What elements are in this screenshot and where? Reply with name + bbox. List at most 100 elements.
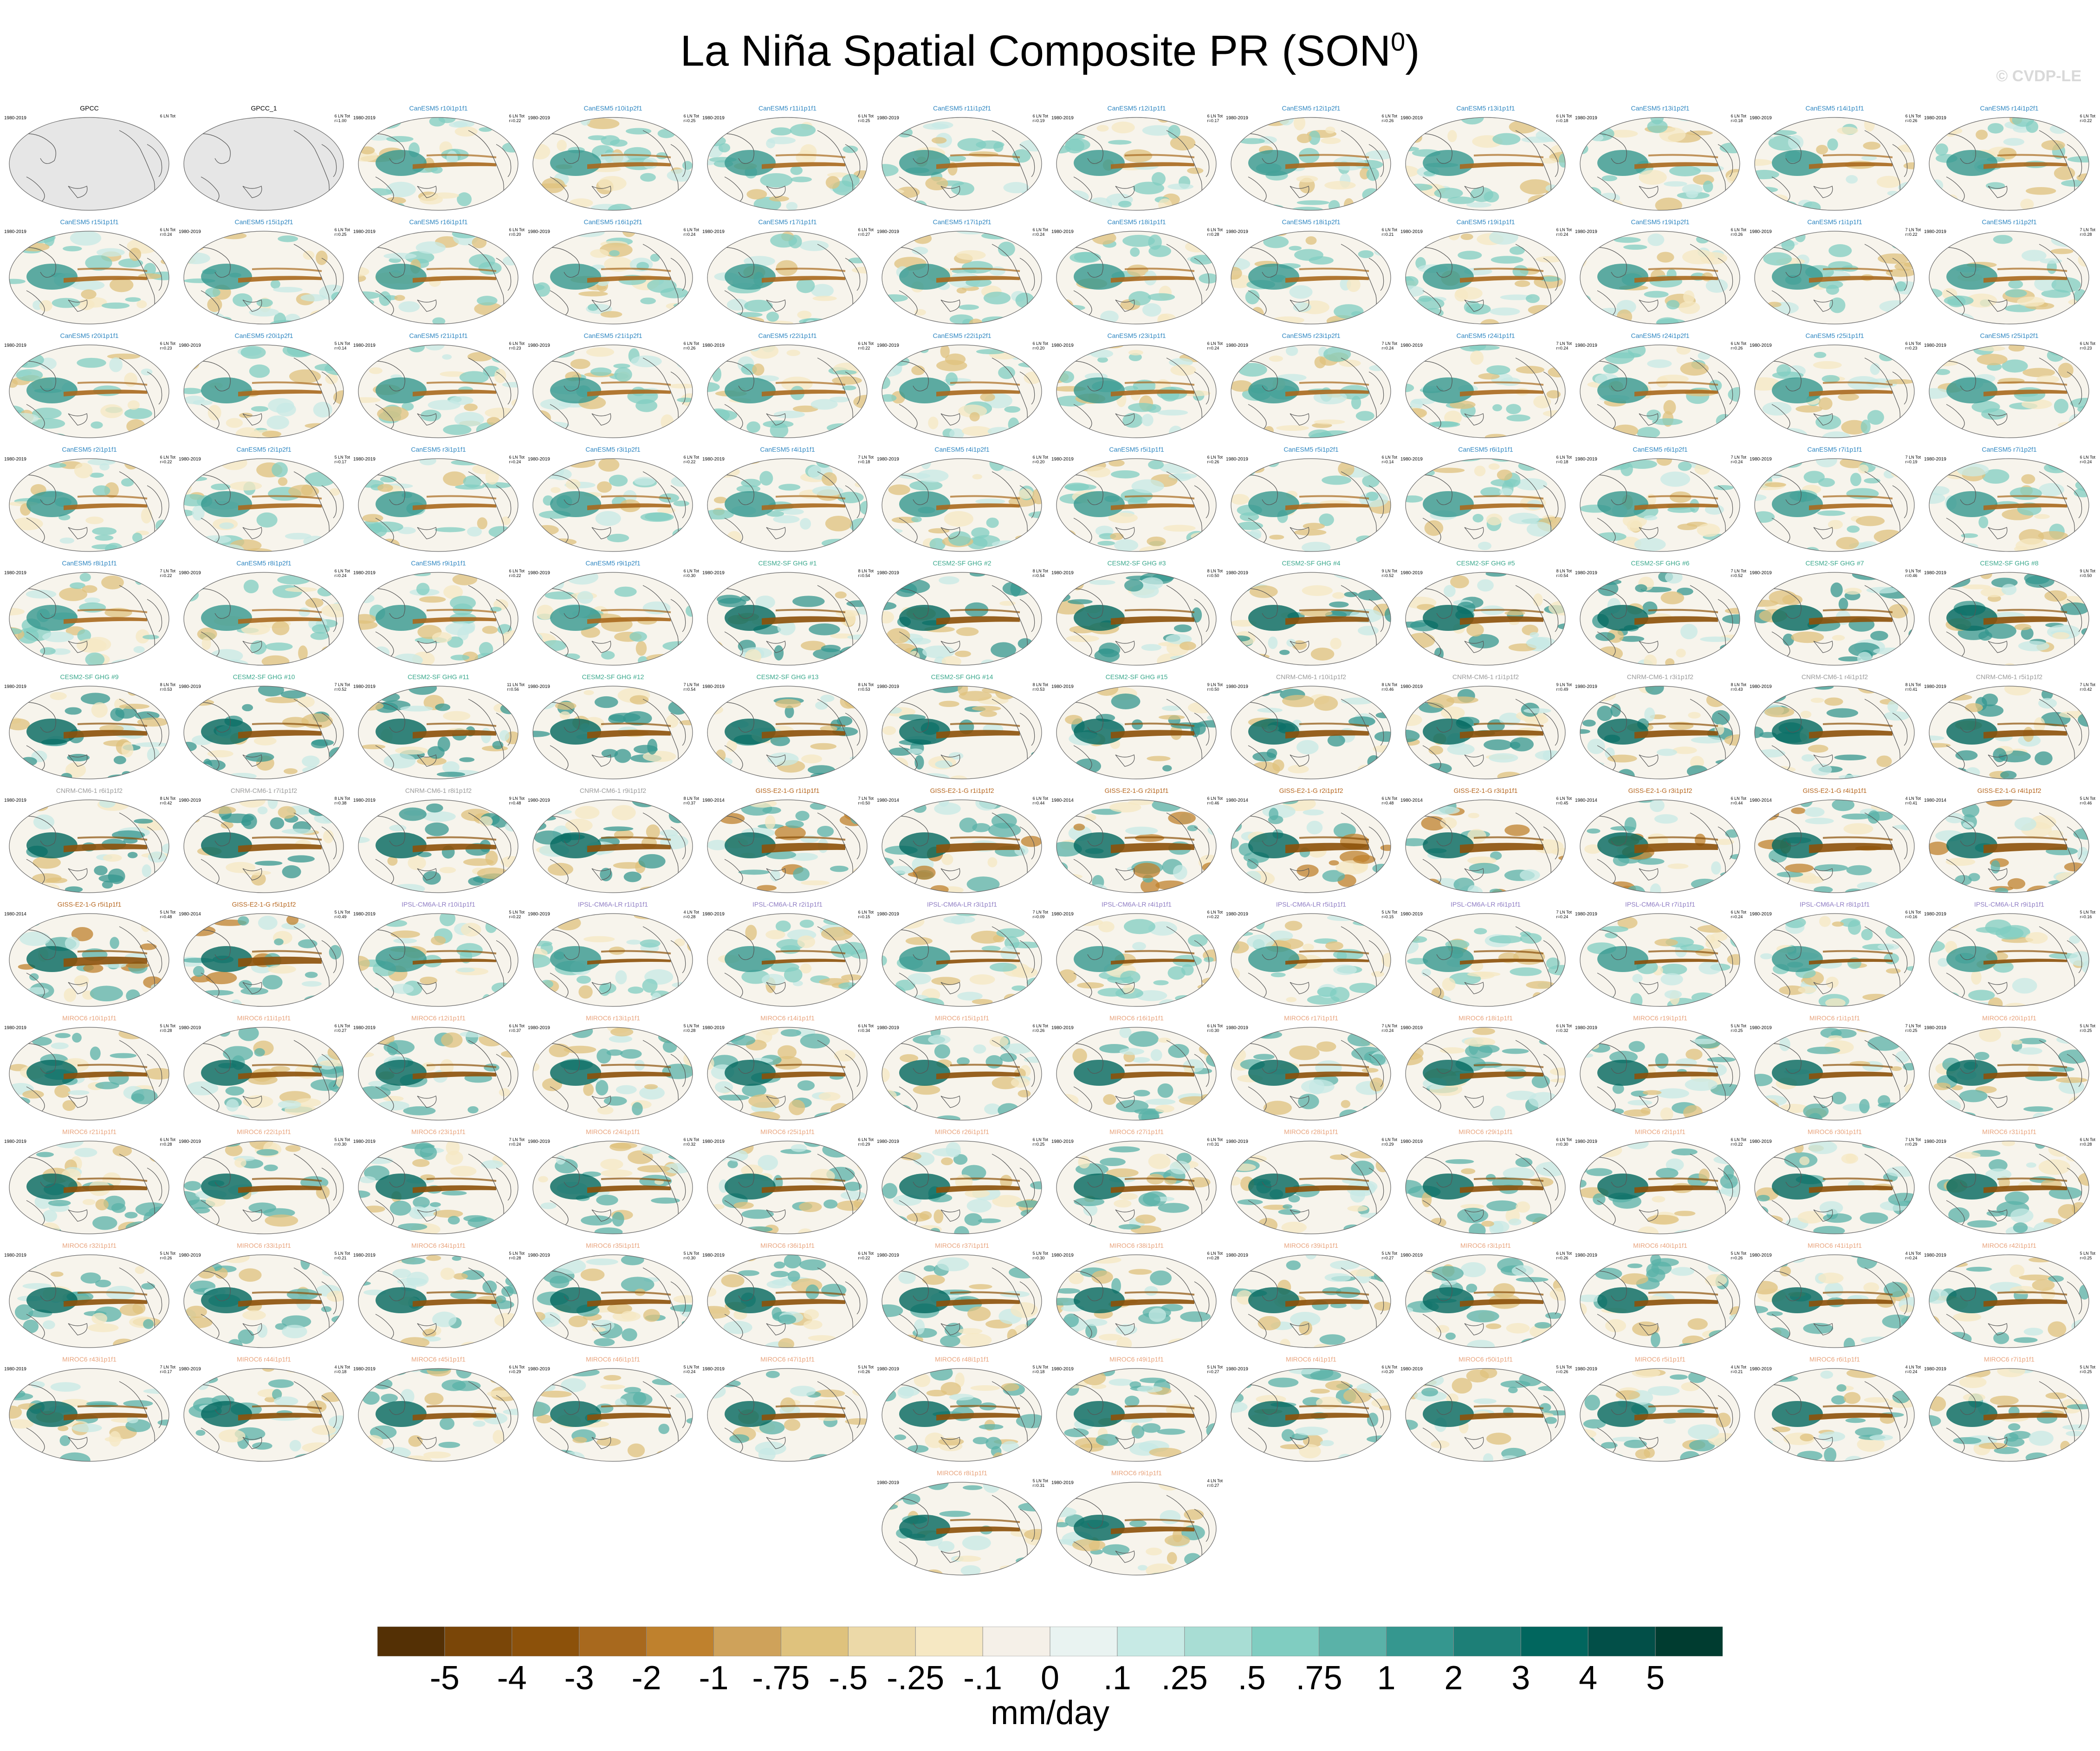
- precip-anomaly-patch: [730, 459, 760, 465]
- precip-anomaly-patch: [479, 816, 493, 827]
- precip-anomaly-patch: [1325, 126, 1335, 134]
- coastline: [191, 474, 231, 505]
- panel-years: 1980-2019: [1400, 343, 1423, 348]
- warm-pool-wet-anomaly: [26, 491, 78, 517]
- precip-anomaly-patch: [448, 122, 468, 128]
- panel-title: IPSL-CM6A-LR r10i1p1f1: [402, 901, 475, 908]
- equatorial-dry-anomaly-band: [587, 162, 671, 169]
- precip-anomaly-patch: [711, 459, 736, 469]
- precip-anomaly-patch: [422, 871, 441, 885]
- coastline: [670, 599, 686, 632]
- panel-title: CanESM5 r12i1p2f1: [1282, 104, 1341, 112]
- equatorial-dry-anomaly-band: [587, 843, 671, 852]
- precip-anomaly-patch: [124, 433, 142, 438]
- precip-anomaly-patch: [882, 231, 889, 245]
- warm-pool-wet-anomaly: [899, 491, 950, 517]
- precip-anomaly-patch: [918, 1002, 931, 1006]
- precip-anomaly-patch: [142, 864, 151, 877]
- precip-anomaly-patch: [644, 512, 672, 521]
- precip-anomaly-patch: [235, 427, 260, 438]
- precip-anomaly-patch: [1705, 934, 1715, 944]
- panel-title: CESM2-SF GHG #5: [1456, 559, 1515, 567]
- precip-anomaly-patch: [1819, 916, 1831, 927]
- precip-anomaly-patch: [485, 408, 518, 418]
- precip-anomaly-patch: [792, 596, 825, 607]
- precip-anomaly-patch: [266, 415, 289, 430]
- panel-years: 1980-2019: [1750, 457, 1772, 462]
- coastline: [1248, 631, 1267, 658]
- precip-anomaly-patch: [588, 135, 607, 141]
- warm-pool-wet-anomaly: [550, 946, 601, 972]
- precip-anomaly-patch: [251, 872, 266, 886]
- coastline: [1290, 186, 1309, 198]
- precip-anomaly-patch: [830, 865, 849, 872]
- precip-anomaly-patch: [1369, 365, 1385, 371]
- coastline: [375, 859, 394, 885]
- coastline: [2067, 940, 2082, 973]
- precip-anomaly-patch: [835, 370, 857, 375]
- precip-anomaly-patch: [583, 1083, 594, 1096]
- precip-anomaly-patch: [1325, 941, 1344, 950]
- precip-anomaly-patch: [382, 686, 396, 694]
- precip-anomaly-patch: [1945, 813, 1964, 824]
- precip-anomaly-patch: [16, 369, 43, 382]
- precip-anomaly-patch: [1424, 520, 1444, 536]
- map-panel: CanESM5 r19i1p2f1 1980-2019 6 LN Tot r=0.2…: [1573, 218, 1747, 332]
- precip-anomaly-patch: [1433, 467, 1465, 473]
- map-outline: [707, 913, 868, 1007]
- precip-anomaly-patch: [271, 1066, 291, 1072]
- itcz-dry-anomaly: [1648, 381, 1718, 386]
- precip-anomaly-patch: [570, 359, 590, 369]
- coastline: [1762, 588, 1802, 619]
- precip-anomaly-patch: [1466, 623, 1484, 637]
- itcz-dry-anomaly: [1997, 381, 2068, 386]
- precip-anomaly-patch: [1426, 806, 1460, 815]
- precip-anomaly-patch: [713, 497, 727, 504]
- precip-anomaly-patch: [642, 979, 658, 993]
- panel-years: 1980-2019: [1051, 1025, 1074, 1031]
- precip-anomaly-patch: [220, 232, 247, 240]
- precip-anomaly-patch: [713, 126, 726, 135]
- precip-anomaly-patch: [1587, 872, 1598, 879]
- precip-anomaly-patch: [184, 494, 208, 506]
- precip-anomaly-patch: [951, 182, 974, 195]
- map-panel: CanESM5 r17i1p1f1 1980-2019 6 LN Tot r=0.2…: [700, 218, 875, 332]
- coastline: [724, 745, 743, 772]
- precip-anomaly-patch: [77, 629, 91, 642]
- panel-stats: 6 LN Tot r=0.44: [1731, 796, 1746, 805]
- warm-pool-wet-anomaly: [376, 491, 427, 517]
- precip-anomaly-patch: [1421, 816, 1446, 831]
- composite-map: [9, 913, 169, 1007]
- precip-anomaly-patch: [463, 475, 482, 488]
- precip-anomaly-patch: [600, 868, 613, 882]
- precip-anomaly-patch: [425, 822, 449, 837]
- precip-anomaly-patch: [907, 748, 923, 754]
- precip-anomaly-patch: [321, 989, 344, 1005]
- precip-anomaly-patch: [907, 973, 931, 985]
- precip-anomaly-patch: [1711, 882, 1734, 892]
- panel-years: 1980-2019: [528, 912, 550, 917]
- precip-anomaly-patch: [1074, 252, 1099, 263]
- precip-anomaly-patch: [1966, 293, 1997, 308]
- map-panel: CNRM-CM6-1 r4i1p1f2 1980-2019 8 LN Tot r=0…: [1748, 673, 1922, 787]
- composite-map: [1231, 231, 1391, 324]
- precip-anomaly-patch: [184, 918, 209, 929]
- coastline: [191, 702, 231, 733]
- precip-anomaly-patch: [333, 1067, 344, 1073]
- precip-anomaly-patch: [206, 972, 237, 985]
- coastline: [1543, 485, 1559, 519]
- precip-anomaly-patch: [1867, 811, 1893, 821]
- panel-title: CanESM5 r4i1p2f1: [934, 446, 990, 453]
- map-panel: GISS-E2-1-G r1i1p1f2 1980-2014 6 LN Tot r=…: [875, 787, 1049, 901]
- coastline: [845, 485, 861, 519]
- precip-anomaly-patch: [1499, 713, 1521, 726]
- precip-anomaly-patch: [1128, 350, 1143, 356]
- panel-title: MIROC6 r12i1p1f1: [411, 1014, 466, 1022]
- panel-title: GISS-E2-1-G r2i1p1f1: [1104, 787, 1169, 794]
- precip-anomaly-patch: [1929, 231, 1940, 237]
- coastline: [1413, 816, 1452, 846]
- map-outline: [1929, 913, 2089, 1007]
- precip-anomaly-patch: [324, 308, 344, 323]
- equatorial-dry-anomaly-band: [238, 956, 322, 967]
- composite-map: [1580, 572, 1740, 666]
